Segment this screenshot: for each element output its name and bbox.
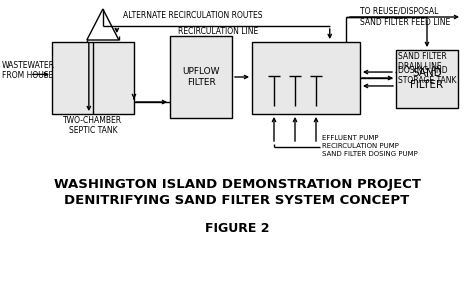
Text: DENITRIFYING SAND FILTER SYSTEM CONCEPT: DENITRIFYING SAND FILTER SYSTEM CONCEPT (65, 194, 409, 207)
Text: SAND FILTER
DRAIN LINE: SAND FILTER DRAIN LINE (398, 52, 447, 71)
Bar (252, 42, 360, 114)
Text: TWO-CHAMBER
SEPTIC TANK: TWO-CHAMBER SEPTIC TANK (64, 116, 123, 135)
Text: SAND
FILTER: SAND FILTER (410, 68, 444, 90)
Text: FIGURE 2: FIGURE 2 (205, 222, 269, 235)
Text: SAND FILTER FEED LINE: SAND FILTER FEED LINE (360, 18, 450, 27)
Text: UPFLOW
FILTER: UPFLOW FILTER (182, 67, 220, 87)
Text: WASHINGTON ISLAND DEMONSTRATION PROJECT: WASHINGTON ISLAND DEMONSTRATION PROJECT (54, 178, 420, 191)
Text: TO REUSE/DISPOSAL: TO REUSE/DISPOSAL (360, 7, 438, 16)
Text: SAND FILTER DOSING PUMP: SAND FILTER DOSING PUMP (322, 151, 418, 157)
Text: ALTERNATE RECIRCULATION ROUTES: ALTERNATE RECIRCULATION ROUTES (123, 11, 262, 20)
Text: RECIRCULATION LINE: RECIRCULATION LINE (178, 27, 258, 36)
Bar (170, 36, 232, 118)
Text: WASTEWATER
FROM HOUSE: WASTEWATER FROM HOUSE (2, 61, 55, 80)
Text: EFFLUENT PUMP: EFFLUENT PUMP (322, 135, 379, 141)
Bar (52, 42, 134, 114)
Text: DOSING AND
STORAGE TANK: DOSING AND STORAGE TANK (398, 66, 456, 85)
Bar (396, 50, 458, 108)
Text: RECIRCULATION PUMP: RECIRCULATION PUMP (322, 143, 399, 149)
